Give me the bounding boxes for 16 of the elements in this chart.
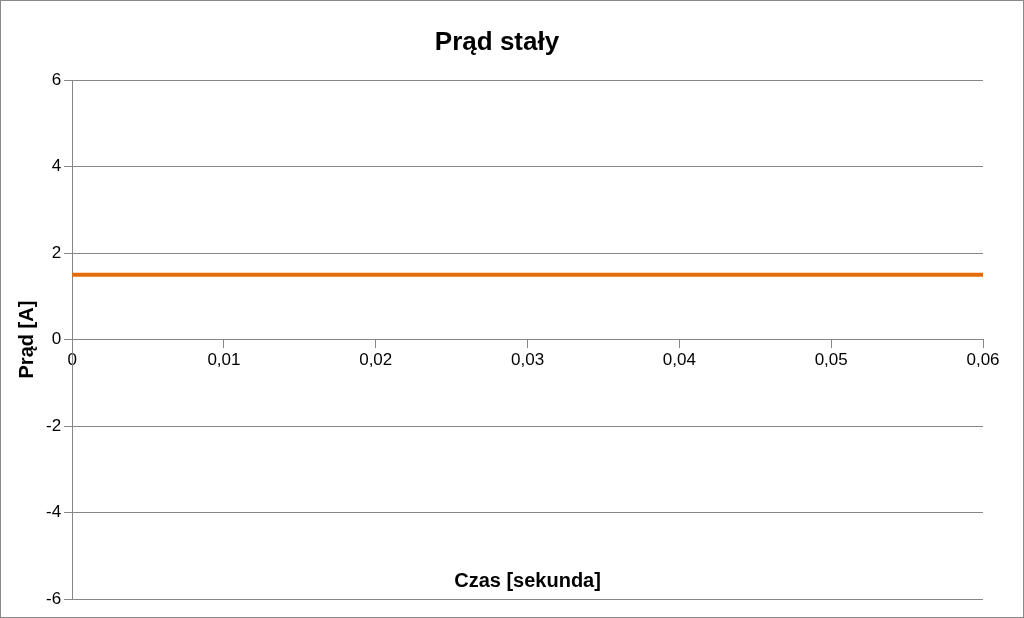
x-tick-label: 0,06 [966, 350, 1000, 370]
x-tick-label: 0,02 [359, 350, 393, 370]
y-tick-label: 6 [51, 69, 62, 89]
x-axis-title: Czas [sekunda] [454, 568, 601, 591]
y-tick-label: -4 [45, 502, 62, 522]
x-tick-label: 0,03 [511, 350, 545, 370]
y-tick-label: -6 [45, 588, 62, 608]
y-tick-label: 2 [51, 242, 62, 262]
x-tick-label: 0,04 [662, 350, 696, 370]
y-tick-label: 0 [51, 329, 62, 349]
chart-title: Prąd stały [434, 25, 560, 56]
y-tick-label: 4 [51, 156, 62, 176]
x-tick-label: 0,01 [207, 350, 241, 370]
y-axis-title: Prąd [A] [14, 300, 37, 379]
y-tick-label: -2 [45, 415, 62, 435]
x-tick-label: 0,05 [814, 350, 848, 370]
